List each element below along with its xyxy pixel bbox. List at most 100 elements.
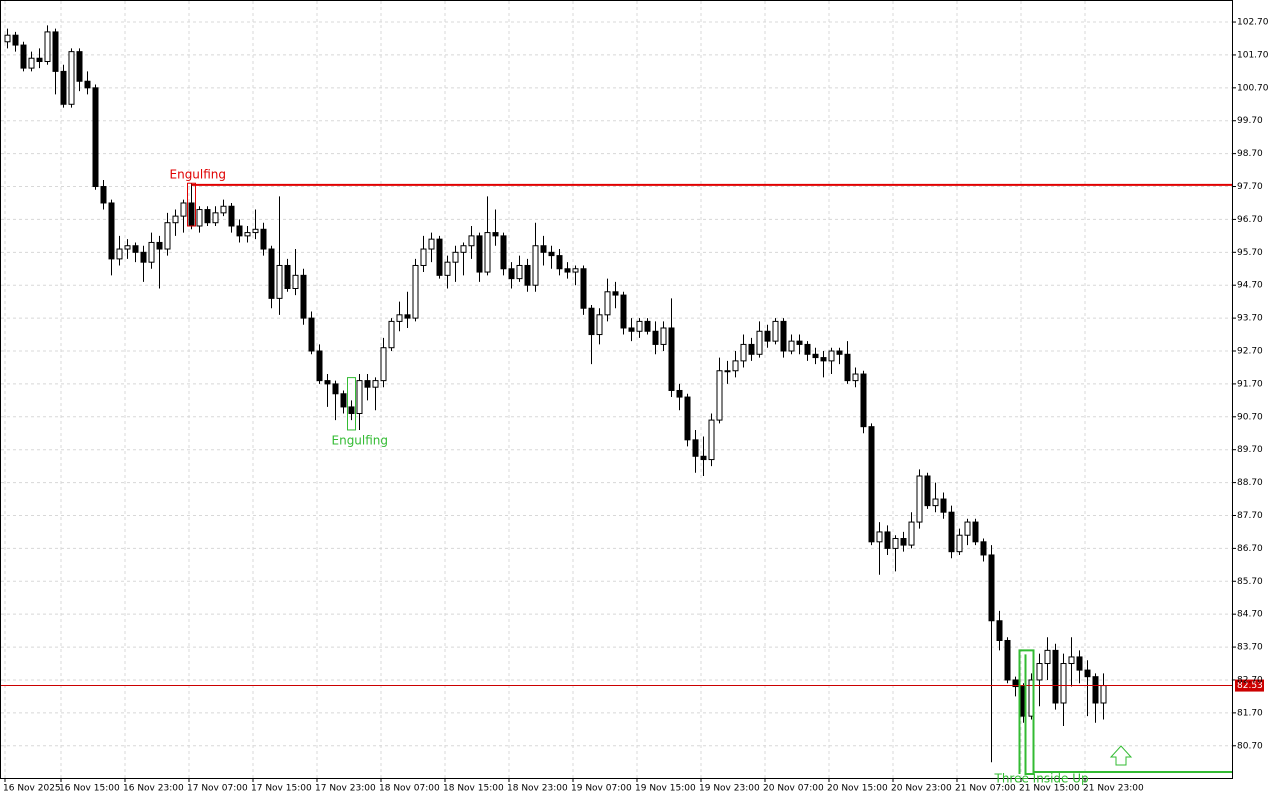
y-tick-label: 94.70 xyxy=(1237,281,1263,291)
candle-body xyxy=(460,245,467,253)
candle-body xyxy=(604,291,611,316)
candle-body xyxy=(412,264,419,319)
candle-body xyxy=(996,620,1003,641)
y-tick-label: 85.70 xyxy=(1237,577,1263,587)
y-tick-label: 87.70 xyxy=(1237,511,1263,521)
candle-body xyxy=(660,327,667,345)
candle-body xyxy=(556,255,563,270)
candle-body xyxy=(444,261,451,276)
candle-body xyxy=(628,327,635,332)
candle-body xyxy=(244,232,251,237)
candle-body xyxy=(500,235,507,270)
candle-body xyxy=(940,498,947,513)
pattern-box xyxy=(187,182,196,227)
annotation: Engulfing xyxy=(332,433,389,447)
candle-body xyxy=(908,521,915,546)
candle-body xyxy=(524,264,531,286)
candle-body xyxy=(804,343,811,355)
candle-body xyxy=(420,248,427,266)
candle-body xyxy=(508,268,515,280)
candle-body xyxy=(76,51,83,82)
candle-body xyxy=(708,419,715,461)
candle-body xyxy=(620,294,627,329)
x-tick-label: 16 Nov 2025 xyxy=(3,784,61,794)
candle-body xyxy=(132,245,139,253)
x-tick-label: 17 Nov 23:00 xyxy=(315,784,376,794)
candle-body xyxy=(924,475,931,507)
x-tick-label: 21 Nov 15:00 xyxy=(1019,784,1080,794)
candle-body xyxy=(276,264,283,299)
candle-body xyxy=(388,320,395,349)
candle-body xyxy=(212,212,219,224)
y-tick-label: 101.70 xyxy=(1237,50,1269,60)
x-tick-label: 16 Nov 23:00 xyxy=(123,784,184,794)
y-tick-label: 100.70 xyxy=(1237,83,1269,93)
candle-body xyxy=(372,380,379,388)
candle-body xyxy=(140,251,147,263)
candle-body xyxy=(900,538,907,546)
candle-body xyxy=(356,380,363,415)
candle-body xyxy=(732,360,739,372)
candle-body xyxy=(180,202,187,217)
candle-body xyxy=(4,34,11,43)
candle-body xyxy=(588,307,595,336)
candle-body xyxy=(756,330,763,355)
candle-body xyxy=(948,511,955,553)
y-tick-label: 98.70 xyxy=(1237,149,1263,159)
x-tick-label: 17 Nov 07:00 xyxy=(187,784,248,794)
candle-body xyxy=(820,357,827,362)
candle-body xyxy=(316,350,323,382)
candle-body xyxy=(916,475,923,523)
candle-body xyxy=(396,314,403,322)
candle-body xyxy=(268,248,275,299)
candle-body xyxy=(972,521,979,543)
candle-body xyxy=(612,291,619,296)
y-tick-label: 88.70 xyxy=(1237,478,1263,488)
y-tick-label: 81.70 xyxy=(1237,708,1263,718)
candle-body xyxy=(956,534,963,553)
candle-body xyxy=(1060,663,1067,704)
x-tick-label: 18 Nov 07:00 xyxy=(379,784,440,794)
candle-body xyxy=(780,320,787,352)
candle-body xyxy=(596,314,603,336)
plot-frame xyxy=(0,0,1233,779)
candle-body xyxy=(1012,679,1019,688)
candle-body xyxy=(884,531,891,549)
candle-body xyxy=(84,80,91,89)
candle-body xyxy=(964,521,971,536)
candle-body xyxy=(148,241,155,263)
candle-body xyxy=(236,225,243,237)
x-tick-label: 21 Nov 07:00 xyxy=(955,784,1016,794)
candle-body xyxy=(252,228,259,234)
candle-body xyxy=(116,248,123,260)
y-tick-label: 99.70 xyxy=(1237,116,1263,126)
x-tick-label: 21 Nov 23:00 xyxy=(1083,784,1144,794)
y-tick-label: 96.70 xyxy=(1237,215,1263,225)
candle-body xyxy=(668,327,675,391)
candle-body xyxy=(580,268,587,309)
candle-body xyxy=(700,455,707,461)
candle-body xyxy=(36,57,43,63)
candle-body xyxy=(300,274,307,319)
x-tick-label: 20 Nov 07:00 xyxy=(763,784,824,794)
candle-body xyxy=(1004,639,1011,681)
y-tick-label: 97.70 xyxy=(1237,182,1263,192)
candle-body xyxy=(124,245,131,250)
x-tick-label: 18 Nov 23:00 xyxy=(507,784,568,794)
arrow-up xyxy=(1109,745,1133,766)
candle-body xyxy=(428,238,435,250)
candle-body xyxy=(156,241,163,250)
candle-body xyxy=(108,202,115,260)
candle-body xyxy=(532,245,539,286)
candle-body xyxy=(564,268,571,273)
candle-body xyxy=(1044,649,1051,665)
candle-body xyxy=(852,373,859,382)
candle-body xyxy=(404,314,411,319)
candle-body xyxy=(644,320,651,332)
candle-body xyxy=(684,396,691,441)
candle-body xyxy=(44,31,51,63)
candle-body xyxy=(868,426,875,543)
candle-body xyxy=(716,370,723,421)
candle-body xyxy=(436,238,443,276)
candle-body xyxy=(980,541,987,556)
